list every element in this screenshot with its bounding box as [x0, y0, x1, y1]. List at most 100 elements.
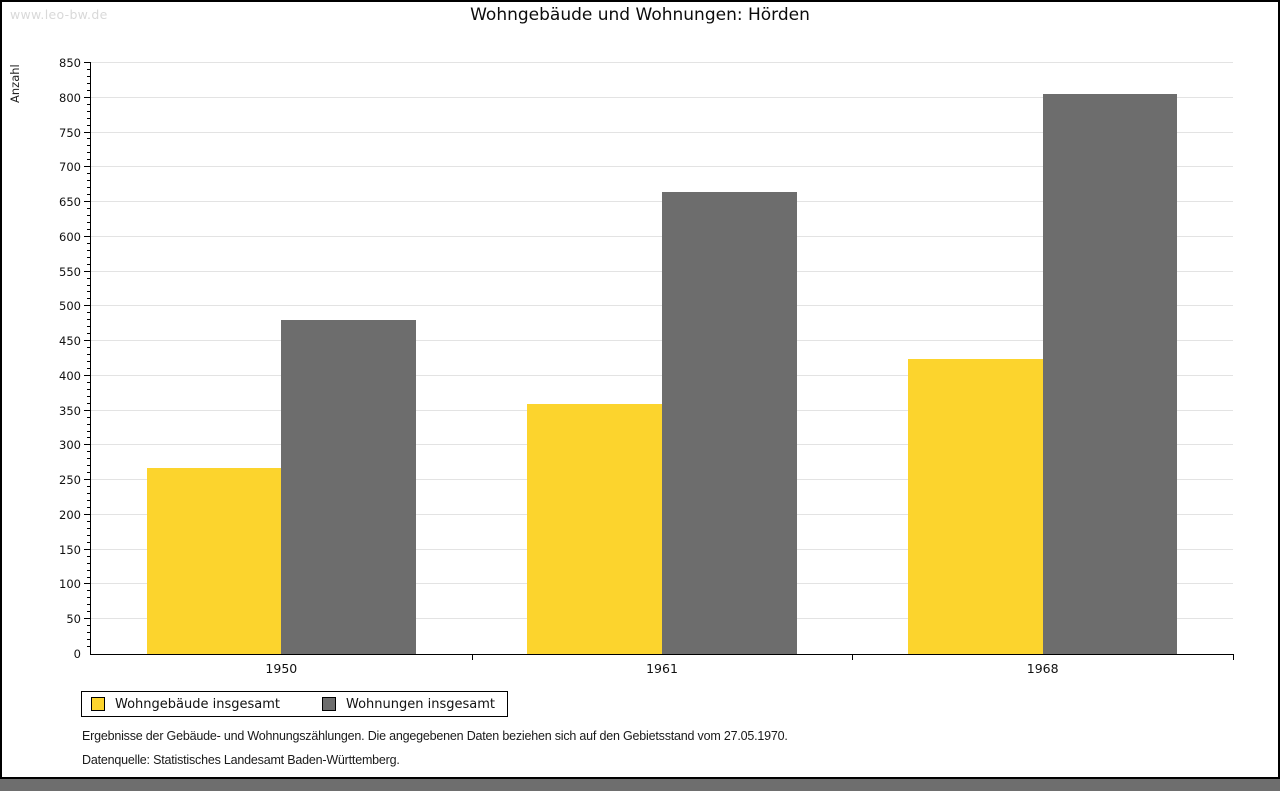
y-tick-minor: [87, 632, 91, 634]
legend-item-wohngebaeude: Wohngebäude insgesamt: [91, 697, 280, 712]
y-tick-major: [84, 340, 91, 342]
y-tick-minor: [87, 451, 91, 453]
window-bottom-bar: [0, 779, 1280, 791]
y-tick-minor: [87, 534, 91, 536]
x-axis-label: 1968: [1026, 661, 1059, 676]
y-tick-minor: [87, 520, 91, 522]
y-tick-minor: [87, 208, 91, 210]
legend-label: Wohnungen insgesamt: [346, 696, 495, 712]
y-tick-minor: [87, 395, 91, 397]
legend-item-wohnungen: Wohnungen insgesamt: [322, 697, 495, 712]
y-tick-minor: [87, 611, 91, 613]
y-axis-title: Anzahl: [8, 64, 22, 103]
y-tick-major: [84, 409, 91, 411]
y-tick-minor: [87, 381, 91, 383]
y-tick-major: [84, 374, 91, 376]
y-tick-minor: [87, 194, 91, 196]
y-tick-minor: [87, 284, 91, 286]
y-tick-minor: [87, 486, 91, 488]
y-tick-label: 750: [59, 125, 81, 140]
y-tick-label: 400: [59, 368, 81, 383]
y-tick-minor: [87, 277, 91, 279]
y-tick-major: [84, 479, 91, 481]
legend: Wohngebäude insgesamt Wohnungen insgesam…: [81, 691, 508, 717]
y-tick-label: 150: [59, 542, 81, 557]
y-tick-major: [84, 618, 91, 620]
y-tick-label: 700: [59, 160, 81, 175]
y-tick-minor: [87, 472, 91, 474]
x-axis-label: 1961: [646, 661, 678, 676]
y-tick-label: 100: [59, 577, 81, 592]
y-gridline: [91, 96, 1233, 98]
y-tick-label: 300: [59, 438, 81, 453]
y-tick-major: [84, 166, 91, 168]
y-tick-label: 250: [59, 473, 81, 488]
y-tick-minor: [87, 360, 91, 362]
y-tick-minor: [87, 110, 91, 112]
y-tick-minor: [87, 562, 91, 564]
y-tick-label: 200: [59, 507, 81, 522]
bar-1968-series0: [907, 359, 1043, 654]
y-tick-major: [84, 548, 91, 550]
y-tick-minor: [87, 576, 91, 578]
y-tick-label: 0: [73, 647, 81, 661]
y-tick-major: [84, 96, 91, 98]
y-tick-minor: [87, 541, 91, 543]
y-tick-label: 850: [59, 56, 81, 70]
y-tick-minor: [87, 493, 91, 495]
y-tick-minor: [87, 388, 91, 390]
bar-1961-series1: [662, 191, 797, 654]
y-tick-minor: [87, 138, 91, 140]
y-tick-minor: [87, 597, 91, 599]
footnote-datenquelle: Datenquelle: Statistisches Landesamt Bad…: [82, 753, 400, 767]
y-tick-minor: [87, 89, 91, 91]
legend-label: Wohngebäude insgesamt: [115, 696, 280, 712]
y-tick-minor: [87, 430, 91, 432]
y-tick-minor: [87, 256, 91, 258]
y-tick-minor: [87, 68, 91, 70]
legend-swatch-yellow-icon: [91, 697, 105, 711]
x-tick: [1233, 654, 1234, 660]
y-tick-label: 600: [59, 229, 81, 244]
bar-1950-series0: [146, 468, 282, 654]
y-tick-minor: [87, 298, 91, 300]
plot-area: 0 50 100 150 200 250 300 350 400 450 500 550 600 650 7…: [59, 57, 1234, 676]
y-tick-minor: [87, 347, 91, 349]
y-tick-minor: [87, 423, 91, 425]
y-tick-minor: [87, 159, 91, 161]
y-tick-label: 50: [66, 612, 81, 627]
y-tick-minor: [87, 117, 91, 119]
y-tick-minor: [87, 152, 91, 154]
y-tick-minor: [87, 569, 91, 571]
x-tick: [471, 654, 473, 660]
y-tick-minor: [87, 228, 91, 230]
y-tick-minor: [87, 187, 91, 189]
y-tick-major: [84, 444, 91, 446]
y-tick-label: 550: [59, 264, 81, 279]
y-tick-minor: [87, 124, 91, 126]
y-tick-minor: [87, 249, 91, 251]
y-tick-minor: [87, 465, 91, 467]
y-tick-minor: [87, 312, 91, 314]
y-tick-minor: [87, 214, 91, 216]
y-tick-minor: [87, 458, 91, 460]
chart-title: Wohngebäude und Wohnungen: Hörden: [470, 5, 810, 25]
y-tick-label: 450: [59, 334, 81, 349]
y-tick-minor: [87, 604, 91, 606]
y-tick-major: [84, 583, 91, 585]
y-tick-minor: [87, 319, 91, 321]
bar-1950-series1: [281, 320, 417, 654]
legend-swatch-gray-icon: [322, 697, 336, 711]
y-tick-label: 500: [59, 299, 81, 314]
y-tick-label: 650: [59, 195, 81, 210]
footnote-gebietsstand: Ergebnisse der Gebäude- und Wohnungszähl…: [82, 729, 788, 743]
y-tick-minor: [87, 639, 91, 641]
y-tick-minor: [87, 416, 91, 418]
y-tick-minor: [87, 173, 91, 175]
bar-1968-series1: [1042, 94, 1178, 654]
y-tick-minor: [87, 555, 91, 557]
y-gridline: [91, 166, 1233, 168]
y-tick-major: [84, 305, 91, 307]
